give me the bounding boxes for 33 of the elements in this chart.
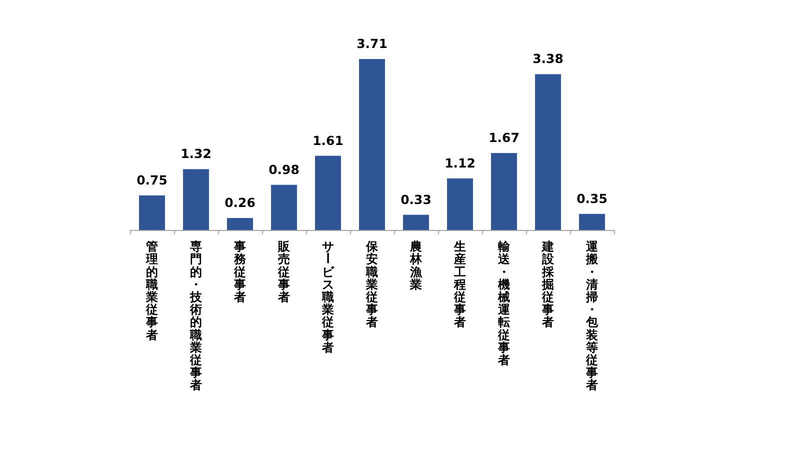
bar [139, 195, 165, 230]
bar [579, 214, 605, 230]
data-label: 1.61 [312, 132, 344, 148]
bar [183, 169, 209, 230]
x-tick-label: 事務従事者 [233, 240, 247, 304]
x-tick-label: 販売従事者 [277, 240, 291, 304]
data-label: 1.12 [444, 155, 476, 170]
x-tick-label: 生産工程従事者 [453, 240, 466, 330]
bar [315, 156, 341, 230]
bar [447, 178, 473, 230]
bar [535, 74, 561, 230]
bar [227, 218, 253, 230]
bar [491, 153, 517, 230]
data-label: 0.98 [268, 162, 300, 177]
x-tick-label: 農林漁業 [409, 240, 423, 292]
category-label: サービス職業従事者 [320, 240, 334, 354]
data-label: 0.26 [224, 195, 256, 210]
data-label: 0.35 [576, 190, 608, 206]
bar [271, 184, 297, 230]
x-tick-label: 保安職業従事者 [365, 240, 379, 330]
data-label: 1.67 [488, 130, 520, 146]
category-label: 運搬・清掃・包装等従事者 [586, 240, 598, 392]
x-tick-label: 建設採掘従事者 [541, 240, 555, 330]
x-tick-label: 管理的職業従事者 [145, 240, 158, 342]
bar [403, 214, 429, 230]
data-label: 1.32 [180, 146, 212, 162]
data-label: 0.33 [400, 192, 432, 207]
data-label: 3.71 [356, 36, 388, 51]
category-label: 専門的・技術的職業従事者 [190, 240, 202, 392]
bar [359, 59, 385, 230]
data-label: 3.38 [532, 51, 564, 66]
data-label: 0.75 [136, 172, 168, 188]
category-label: 輸送・機械運転従事者 [498, 240, 510, 367]
